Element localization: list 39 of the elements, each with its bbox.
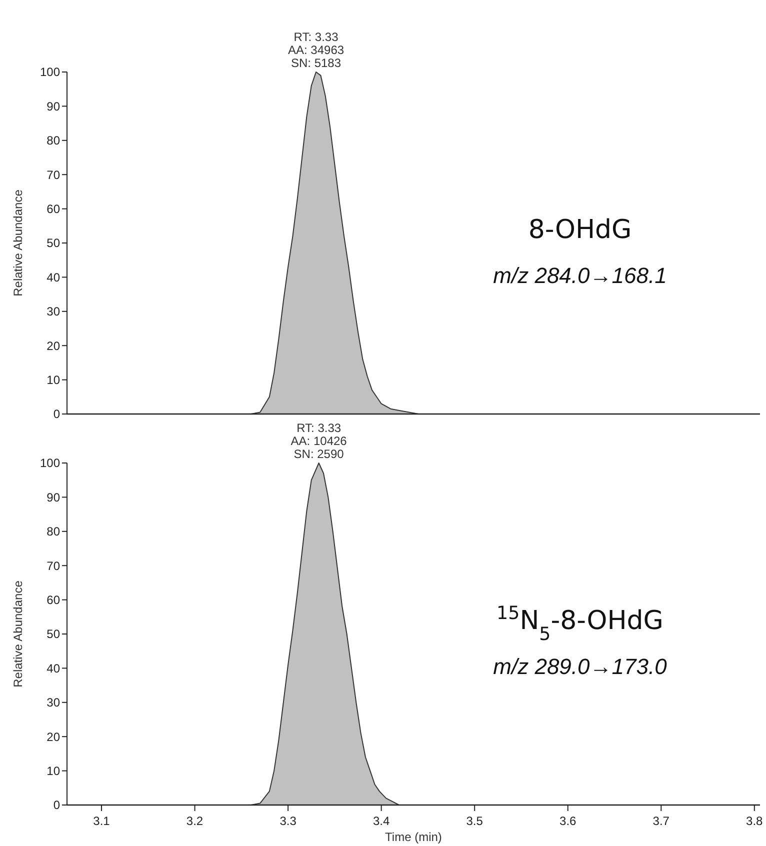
y-tick-label: 100: [40, 456, 60, 470]
x-tick-label: 3.8: [746, 814, 764, 828]
x-axis-title: Time (min): [385, 830, 442, 844]
x-tick-label: 3.4: [372, 814, 390, 828]
y-tick-label: 70: [46, 168, 60, 182]
y-tick-label: 40: [46, 661, 60, 676]
y-tick-label: 100: [40, 65, 60, 80]
y-tick-label: 70: [46, 558, 60, 573]
y-tick-label: 0: [53, 407, 60, 422]
text: m/z 289.0→173.0: [493, 654, 668, 679]
y-axis-title: Relative Abundance: [11, 580, 25, 688]
annotation: RT: 3.33 AA: 10426 SN: 2590: [290, 421, 348, 461]
y-tick-label: 90: [46, 490, 60, 504]
y-tick-label: 10: [46, 764, 60, 778]
y-tick-label: 90: [46, 99, 60, 114]
y-tick-label: 80: [46, 524, 60, 539]
x-tick-label: 3.7: [652, 814, 670, 828]
x-tick-label: 3.1: [93, 814, 110, 828]
x-tick-label: 3.6: [560, 814, 577, 828]
y-tick-label: 20: [46, 730, 60, 744]
y-tick-label: 60: [46, 202, 60, 216]
x-tick-label: 3.5: [466, 814, 484, 828]
y-tick-label: 40: [46, 270, 60, 284]
y-tick-label: 50: [46, 236, 60, 250]
annotation: RT: 3.33 AA: 34963 SN: 5183: [288, 30, 344, 70]
y-tick-label: 30: [46, 696, 60, 710]
y-tick-label: 0: [53, 798, 60, 812]
y-tick-label: 80: [46, 134, 60, 148]
x-tick-label: 3.2: [186, 814, 204, 828]
y-tick-label: 50: [46, 627, 60, 642]
text: 8-OHdG: [528, 215, 632, 245]
y-tick-label: 20: [46, 338, 60, 353]
y-tick-label: 60: [46, 593, 60, 607]
text: m/z 284.0→168.1: [493, 263, 667, 288]
text: $^{15}$N$_{5}$-8-OHdG: [496, 602, 664, 644]
x-tick-label: 3.3: [280, 814, 297, 828]
y-tick-label: 30: [46, 304, 60, 319]
y-tick-label: 10: [46, 373, 60, 387]
y-axis-title: Relative Abundance: [11, 189, 25, 296]
